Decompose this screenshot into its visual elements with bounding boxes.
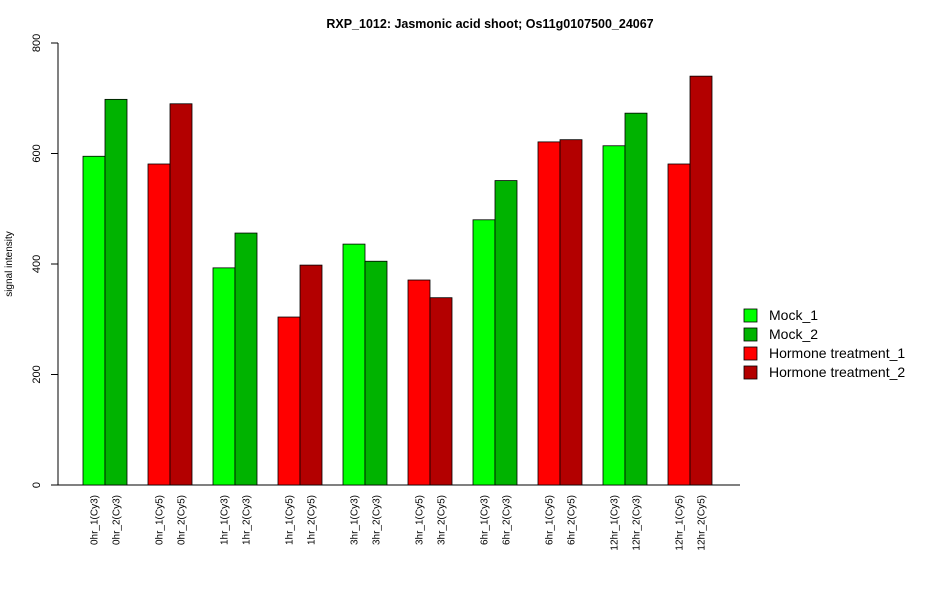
y-tick-label: 400 xyxy=(31,255,43,273)
x-tick-label: 3hr_2(Cy5) xyxy=(437,495,448,545)
x-tick-label: 12hr_1(Cy5) xyxy=(675,495,686,551)
bar xyxy=(147,163,171,486)
bar xyxy=(689,75,713,486)
x-tick-label: 6hr_1(Cy5) xyxy=(545,495,556,545)
x-tick-label: 12hr_2(Cy5) xyxy=(697,495,708,551)
x-tick-label: 12hr_2(Cy3) xyxy=(632,495,643,551)
bar xyxy=(364,260,388,486)
y-tick-label: 0 xyxy=(31,482,43,488)
bar xyxy=(169,103,193,486)
x-tick-label: 0hr_2(Cy3) xyxy=(112,495,123,545)
bar xyxy=(212,267,236,486)
bar xyxy=(299,264,323,486)
y-axis: 0 200 400 600 800 xyxy=(31,34,59,488)
legend-label: Hormone treatment_2 xyxy=(769,364,905,380)
x-tick-label: 3hr_1(Cy5) xyxy=(415,495,426,545)
bar xyxy=(624,112,648,486)
legend-label: Mock_1 xyxy=(769,307,818,323)
bar xyxy=(667,163,691,486)
x-tick-label: 6hr_2(Cy3) xyxy=(502,495,513,545)
y-tick-label: 200 xyxy=(31,365,43,383)
x-tick-label: 3hr_1(Cy3) xyxy=(350,495,361,545)
x-tick-label: 1hr_1(Cy3) xyxy=(220,495,231,545)
bar xyxy=(104,98,128,486)
y-axis-label: signal intensity xyxy=(4,231,15,297)
bar xyxy=(602,145,626,486)
bar xyxy=(537,141,561,486)
legend-label: Mock_2 xyxy=(769,326,818,342)
bar xyxy=(407,279,431,486)
bar xyxy=(277,316,301,486)
y-tick-label: 800 xyxy=(31,34,43,52)
x-tick-labels: 0hr_1(Cy3) 0hr_2(Cy3) 0hr_1(Cy5) 0hr_2(Cy5)… xyxy=(90,495,708,551)
bar xyxy=(82,155,106,486)
bar xyxy=(234,232,258,486)
x-tick-label: 3hr_2(Cy3) xyxy=(372,495,383,545)
bar xyxy=(342,243,366,486)
x-tick-label: 1hr_2(Cy5) xyxy=(307,495,318,545)
x-tick-label: 12hr_1(Cy3) xyxy=(610,495,621,551)
legend-swatch xyxy=(743,346,758,361)
legend-swatch xyxy=(743,327,758,342)
x-tick-label: 1hr_1(Cy5) xyxy=(285,495,296,545)
x-tick-label: 0hr_2(Cy5) xyxy=(177,495,188,545)
x-tick-label: 0hr_1(Cy3) xyxy=(90,495,101,545)
legend: Mock_1 Mock_2 Hormone treatment_1 Hormone t… xyxy=(743,307,905,380)
legend-swatch xyxy=(743,308,758,323)
bars xyxy=(82,75,713,486)
legend-label: Hormone treatment_1 xyxy=(769,345,905,361)
y-tick-label: 600 xyxy=(31,144,43,162)
bar xyxy=(559,139,583,486)
x-tick-label: 1hr_2(Cy3) xyxy=(242,495,253,545)
x-tick-label: 6hr_2(Cy5) xyxy=(567,495,578,545)
x-tick-label: 6hr_1(Cy3) xyxy=(480,495,491,545)
legend-swatch xyxy=(743,365,758,380)
chart-title: RXP_1012: Jasmonic acid shoot; Os11g0107… xyxy=(326,17,653,31)
bar xyxy=(472,219,496,486)
bar xyxy=(429,297,453,486)
x-tick-label: 0hr_1(Cy5) xyxy=(155,495,166,545)
bar xyxy=(494,180,518,486)
